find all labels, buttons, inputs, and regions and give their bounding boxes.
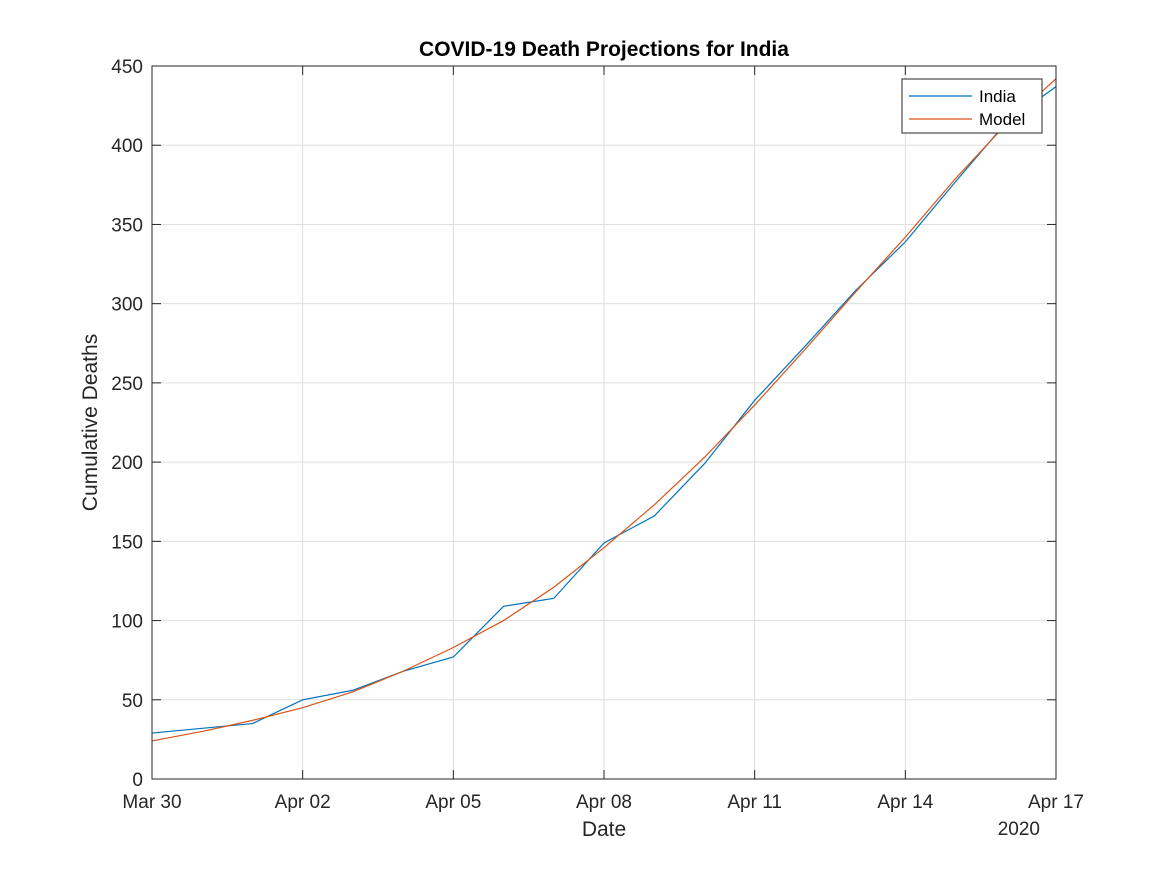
axis-ticks: 0 50 100 150 200 250 300 350 400 450 Mar 30 Apr 02 A… (111, 57, 1084, 813)
series (151, 78, 1057, 742)
y-tick-label: 100 (111, 612, 143, 633)
x-tick-label: Apr 05 (425, 792, 481, 813)
legend-box (901, 78, 1043, 134)
y-tick-label: 200 (111, 453, 143, 474)
y-tick-label: 50 (122, 691, 143, 712)
x-tick-label: Mar 30 (122, 792, 181, 813)
y-tick-label: 400 (111, 136, 143, 157)
x-axis-year-label: 2020 (998, 819, 1040, 840)
y-tick-label: 150 (111, 532, 143, 553)
x-tick-label: Apr 11 (727, 792, 782, 813)
chart-title: COVID-19 Death Projections for India (419, 38, 789, 61)
legend-label: Model (979, 110, 1025, 129)
x-tick-label: Apr 17 (1028, 792, 1084, 813)
y-tick-label: 350 (111, 215, 143, 236)
legend-label: India (979, 87, 1016, 106)
y-tick-label: 300 (111, 295, 143, 316)
x-tick-label: Apr 14 (877, 792, 933, 813)
series-line-india (151, 86, 1057, 734)
y-tick-label: 250 (111, 374, 143, 395)
y-tick-label: 450 (111, 57, 143, 78)
legend: India Model (901, 78, 1043, 134)
x-tick-label: Apr 08 (576, 792, 632, 813)
y-tick-label: 0 (132, 770, 143, 791)
x-tick-label: Apr 02 (275, 792, 331, 813)
x-axis-label: Date (582, 818, 626, 841)
y-axis-label: Cumulative Deaths (79, 334, 102, 511)
series-line-model (151, 78, 1057, 742)
